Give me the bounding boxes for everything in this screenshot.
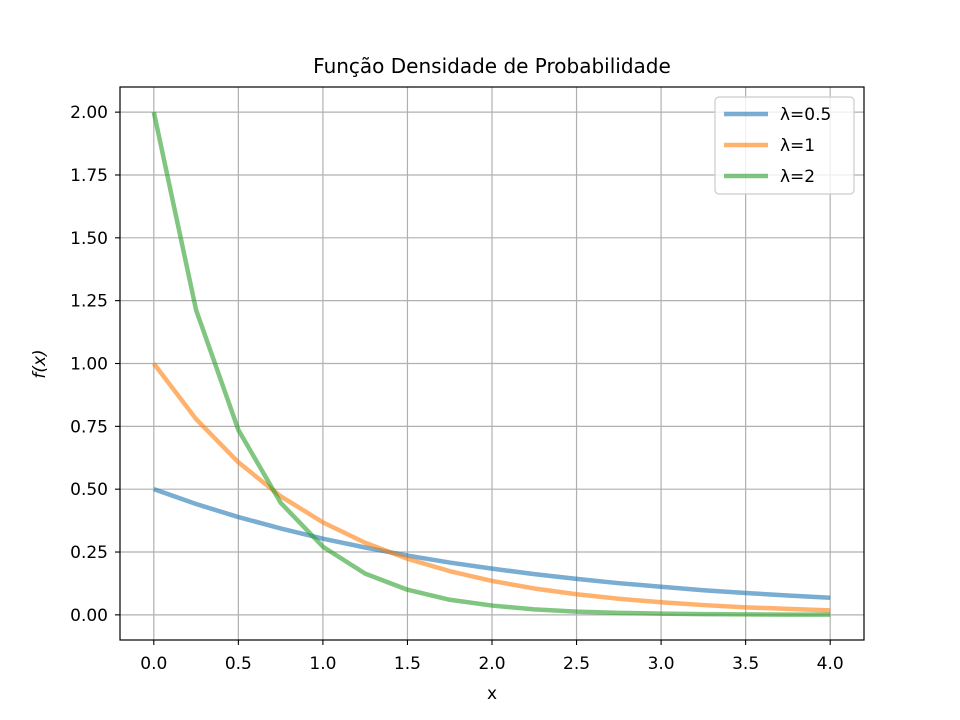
x-tick-label: 2.0 xyxy=(478,654,505,674)
x-tick-label: 2.5 xyxy=(563,654,590,674)
y-ticks: 0.00 0.25 0.50 0.75 1.00 1.25 1.50 1.75 2.00 xyxy=(70,103,120,626)
y-tick-label: 1.50 xyxy=(70,229,108,249)
x-axis-label: x xyxy=(487,684,497,704)
y-tick-label: 0.00 xyxy=(70,606,108,626)
y-tick-label: 1.75 xyxy=(70,166,108,186)
x-tick-label: 1.5 xyxy=(394,654,421,674)
y-tick-label: 0.50 xyxy=(70,480,108,500)
series-line-3 xyxy=(151,111,831,617)
x-tick-label: 0.5 xyxy=(225,654,252,674)
x-ticks: 0.0 0.5 1.0 1.5 2.0 2.5 3.0 3.5 4.0 xyxy=(140,640,844,674)
x-tick-label: 3.0 xyxy=(648,654,675,674)
y-axis-label: f(x) xyxy=(30,349,50,378)
series-lines xyxy=(151,111,831,617)
legend-label: λ=1 xyxy=(780,136,815,156)
legend-label: λ=0.5 xyxy=(780,105,831,125)
y-tick-label: 1.00 xyxy=(70,355,108,375)
y-tick-label: 0.75 xyxy=(70,417,108,437)
chart-title: Função Densidade de Probabilidade xyxy=(313,54,671,78)
y-tick-label: 0.25 xyxy=(70,543,108,563)
x-tick-label: 0.0 xyxy=(140,654,167,674)
series-line-1 xyxy=(153,487,831,601)
legend-label: λ=2 xyxy=(780,167,815,187)
x-tick-label: 1.0 xyxy=(309,654,336,674)
x-tick-label: 3.5 xyxy=(732,654,759,674)
legend-box xyxy=(714,96,855,195)
series-line-2 xyxy=(152,362,831,613)
y-tick-label: 1.25 xyxy=(70,292,108,312)
legend: λ=0.5 λ=1 λ=2 xyxy=(714,96,855,195)
x-tick-label: 4.0 xyxy=(817,654,844,674)
y-tick-label: 2.00 xyxy=(70,103,108,123)
